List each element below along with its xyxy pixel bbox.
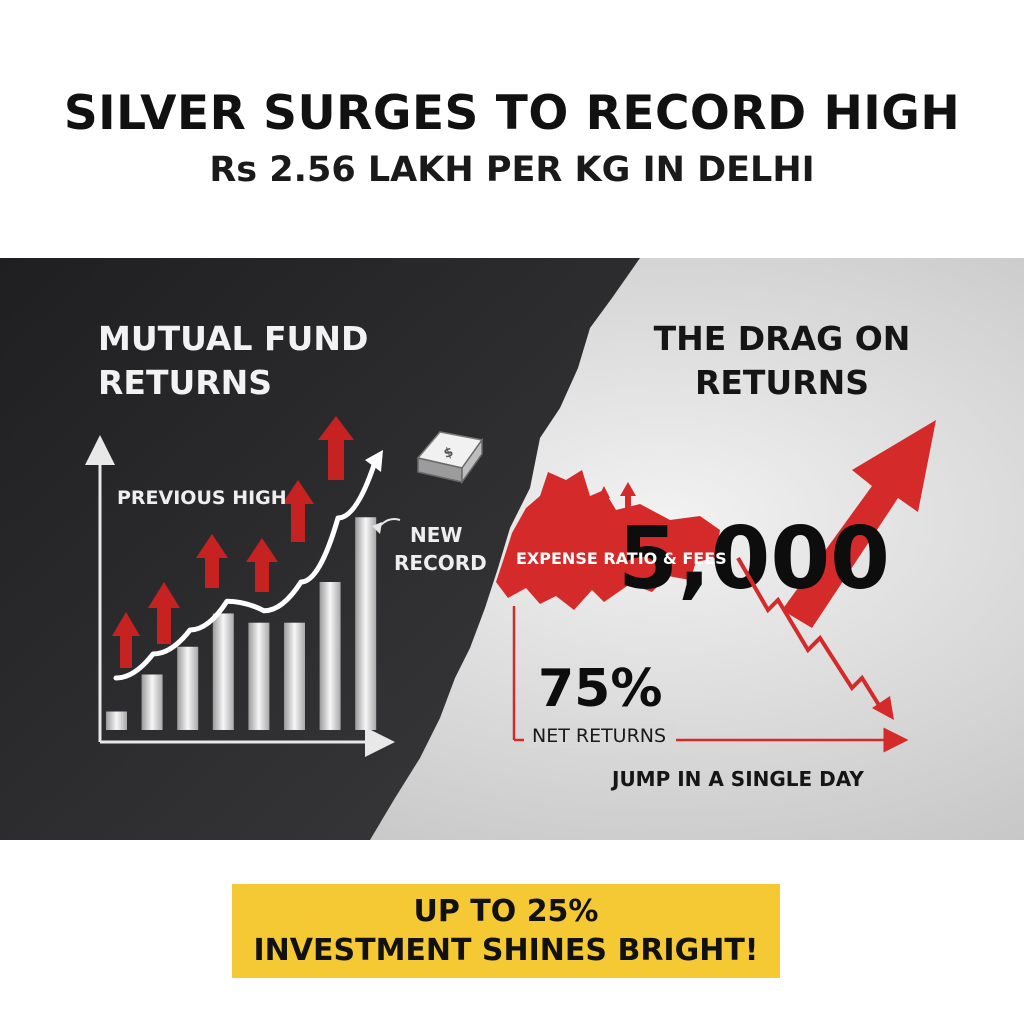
label-previous-high: PREVIOUS HIGH — [117, 487, 287, 509]
trend-arrowhead — [365, 450, 383, 472]
label-net-returns: NET RETURNS — [532, 725, 666, 747]
small-red-up-arrow — [620, 482, 636, 516]
big-red-up-arrow — [782, 420, 936, 628]
silver-bar — [106, 711, 127, 730]
banner-line1: UP TO 25% — [413, 894, 599, 929]
subheadline: Rs 2.56 LAKH PER KG IN DELHI — [209, 150, 815, 190]
silver-bar — [177, 646, 199, 730]
silver-bar — [284, 622, 305, 730]
silver-bar — [355, 517, 377, 730]
label-expense: EXPENSE RATIO & FEES — [516, 549, 727, 568]
left-title-line2: RETURNS — [98, 363, 272, 402]
small-red-up-arrow — [598, 486, 610, 498]
right-title-line2: RETURNS — [695, 363, 869, 402]
red-up-arrow — [282, 480, 314, 542]
headline: SILVER SURGES TO RECORD HIGH — [63, 86, 961, 141]
red-up-arrow — [246, 538, 278, 592]
silver-bars — [106, 517, 377, 730]
left-title-line1: MUTUAL FUND — [98, 319, 368, 358]
silver-bar — [248, 622, 270, 730]
right-title-line1: THE DRAG ON — [654, 319, 911, 358]
new-record-pointer-head — [372, 522, 382, 534]
red-splash-shape — [496, 470, 720, 610]
big-number: 5,000 — [618, 509, 890, 609]
silver-bar — [212, 613, 234, 730]
label-new-line1: NEW — [410, 523, 462, 547]
split-infographic-panel: MUTUAL FUND RETURNS PREVIOUS HIGH NEW RE… — [0, 258, 1024, 840]
red-down-arrowhead — [872, 696, 894, 720]
red-up-arrow — [196, 534, 228, 588]
red-up-arrows — [112, 416, 354, 668]
red-up-arrow — [148, 582, 180, 644]
trend-line — [113, 459, 378, 681]
silver-ingot-icon: $ — [416, 431, 484, 485]
yellow-banner: UP TO 25% INVESTMENT SHINES BRIGHT! — [232, 884, 780, 978]
red-up-arrow — [318, 416, 354, 480]
label-new-line2: RECORD — [394, 551, 487, 575]
silver-bar — [319, 582, 341, 730]
red-up-arrow — [112, 612, 140, 668]
red-down-zigzag — [736, 557, 884, 712]
silver-bar — [141, 674, 163, 730]
label-jump: JUMP IN A SINGLE DAY — [610, 767, 864, 791]
net-returns-label-bg — [524, 724, 676, 748]
banner-line2: INVESTMENT SHINES BRIGHT! — [253, 933, 759, 968]
percent-value: 75% — [538, 659, 662, 719]
